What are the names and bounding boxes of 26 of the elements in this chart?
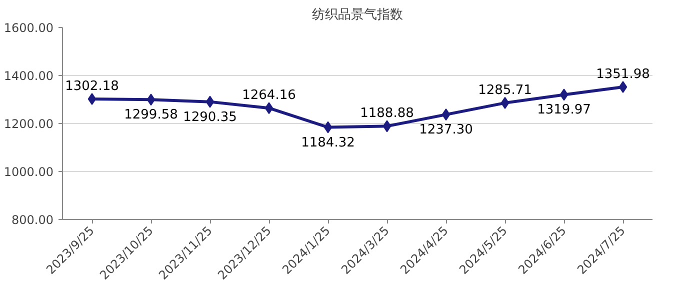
y-tick-label: 800.00 <box>12 213 54 227</box>
data-label: 1184.32 <box>301 135 355 150</box>
data-label: 1299.58 <box>124 108 178 123</box>
point <box>500 96 510 109</box>
point <box>324 121 332 134</box>
point <box>560 88 568 101</box>
y-tick-label: 1600.00 <box>4 21 54 35</box>
data-label: 1302.18 <box>65 78 119 94</box>
point <box>382 120 392 132</box>
y-tick-label: 1200.00 <box>4 117 54 131</box>
point <box>88 92 96 105</box>
point <box>264 102 274 114</box>
data-label: 1351.98 <box>596 67 650 82</box>
y-tick-label: 1400.00 <box>4 69 54 83</box>
data-label: 1285.71 <box>478 82 532 98</box>
data-label: 1290.35 <box>183 110 237 125</box>
y-tick-label: 1000.00 <box>4 165 54 179</box>
point <box>146 94 156 106</box>
point <box>206 96 214 108</box>
data-label: 1188.88 <box>360 106 414 122</box>
chart-title: 纺织品景气指数 <box>312 8 403 22</box>
point <box>618 81 628 94</box>
point <box>442 108 450 121</box>
data-label: 1264.16 <box>242 88 296 104</box>
data-label: 1319.97 <box>537 102 591 118</box>
data-label: 1237.30 <box>419 122 473 138</box>
